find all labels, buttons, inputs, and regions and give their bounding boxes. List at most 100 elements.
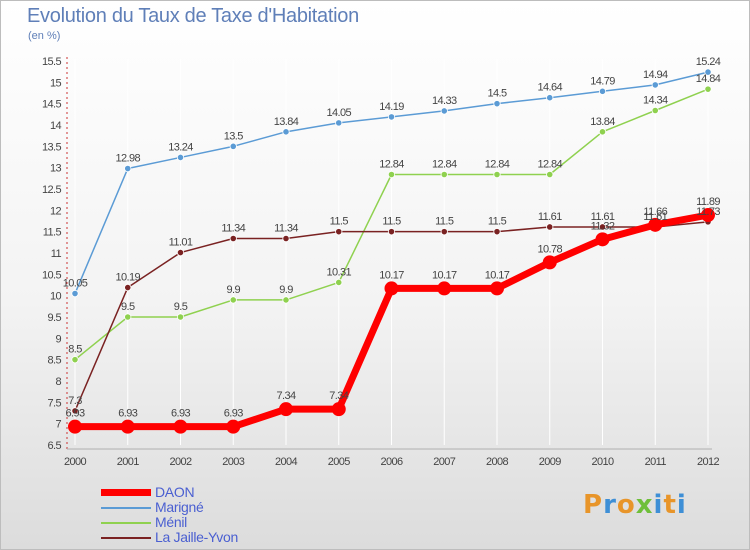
- y-tick-label: 6.5: [48, 440, 62, 452]
- data-label-la-jaille-yvon: 11.61: [538, 211, 562, 223]
- data-label-menil: 14.34: [643, 94, 668, 106]
- data-label-daon: 6.93: [118, 408, 137, 420]
- data-label-la-jaille-yvon: 11.5: [330, 216, 349, 228]
- logo-letter: P: [583, 490, 604, 520]
- data-point-marigne: [71, 289, 79, 298]
- y-tick-label: 13.5: [42, 141, 61, 153]
- data-point-la-jaille-yvon: [493, 228, 501, 236]
- data-label-marigne: 13.24: [168, 141, 193, 153]
- data-label-la-jaille-yvon: 11.5: [382, 216, 401, 228]
- data-label-marigne: 14.64: [537, 82, 562, 94]
- data-point-marigne: [229, 142, 237, 150]
- data-point-marigne: [335, 119, 343, 127]
- y-tick-label: 9.5: [48, 312, 62, 324]
- data-point-menil: [651, 106, 659, 115]
- data-label-daon: 10.17: [485, 269, 510, 281]
- legend-label-menil: Ménil: [155, 514, 187, 530]
- data-point-la-jaille-yvon: [71, 407, 79, 415]
- y-tick-label: 12.5: [42, 184, 61, 196]
- data-point-marigne: [493, 100, 501, 108]
- data-point-la-jaille-yvon: [440, 228, 448, 236]
- data-label-menil: 13.84: [590, 116, 615, 128]
- data-point-menil: [704, 85, 712, 93]
- legend-swatch-la-jaille-yvon: [101, 537, 151, 539]
- data-point-marigne: [651, 81, 659, 89]
- x-tick-label: 2008: [486, 456, 509, 468]
- y-tick-label: 9: [55, 333, 61, 345]
- data-point-marigne: [282, 128, 290, 136]
- chart-unit-label: (en %): [28, 30, 61, 42]
- data-label-menil: 12.84: [432, 158, 457, 170]
- data-point-daon: [490, 281, 504, 296]
- data-point-menil: [546, 170, 554, 179]
- data-point-menil: [335, 278, 343, 287]
- x-tick-label: 2001: [117, 456, 140, 468]
- data-label-marigne: 14.19: [379, 101, 404, 113]
- logo-letter: i: [676, 490, 687, 520]
- data-point-daon: [437, 281, 452, 296]
- logo-letter: x: [635, 490, 654, 520]
- logo-letter: r: [603, 490, 617, 520]
- y-tick-label: 15.5: [42, 56, 61, 68]
- data-label-menil: 9.9: [227, 284, 241, 296]
- data-label-daon: 10.17: [379, 269, 404, 281]
- data-label-daon: 11.32: [591, 220, 615, 232]
- data-label-daon: 6.93: [171, 408, 190, 420]
- data-label-la-jaille-yvon: 11.61: [591, 211, 615, 223]
- data-label-marigne: 14.33: [432, 95, 457, 107]
- x-tick-label: 2012: [697, 456, 720, 468]
- data-point-menil: [440, 170, 448, 179]
- data-label-daon: 10.17: [432, 269, 457, 281]
- data-label-marigne: 14.5: [487, 88, 506, 100]
- legend-swatch-menil: [101, 522, 151, 524]
- data-point-la-jaille-yvon: [598, 223, 607, 231]
- data-label-daon: 11.89: [696, 196, 720, 208]
- logo-letter: o: [616, 490, 636, 520]
- legend-label-la-jaille-yvon: La Jaille-Yvon: [155, 529, 238, 545]
- x-tick-label: 2002: [169, 456, 192, 468]
- y-tick-label: 7.5: [48, 397, 62, 409]
- x-tick-label: 2000: [64, 456, 87, 468]
- x-tick-label: 2011: [645, 456, 667, 468]
- data-point-marigne: [387, 113, 396, 121]
- data-point-marigne: [440, 107, 448, 115]
- data-point-daon: [226, 419, 241, 434]
- y-tick-label: 14.5: [42, 99, 61, 111]
- y-tick-label: 15: [50, 77, 62, 89]
- legend-label-daon: DAON: [155, 484, 195, 500]
- data-label-marigne: 14.79: [590, 75, 615, 87]
- data-point-marigne: [124, 164, 132, 173]
- y-tick-label: 8: [55, 376, 61, 388]
- x-tick-label: 2005: [328, 456, 351, 468]
- data-point-daon: [120, 419, 135, 434]
- y-tick-label: 7: [55, 419, 61, 431]
- y-tick-label: 12: [50, 205, 62, 217]
- logo-letter: t: [663, 490, 677, 520]
- data-label-menil: 10.31: [326, 266, 351, 278]
- data-label-marigne: 12.98: [115, 153, 140, 165]
- data-point-menil: [71, 356, 79, 364]
- data-label-menil: 8.5: [68, 344, 82, 356]
- data-label-marigne: 15.24: [696, 56, 721, 68]
- data-label-menil: 12.84: [379, 158, 404, 170]
- data-point-daon: [173, 419, 188, 434]
- data-point-daon: [701, 208, 715, 223]
- x-tick-label: 2003: [222, 456, 245, 468]
- x-tick-label: 2010: [591, 456, 614, 468]
- data-point-marigne: [176, 153, 185, 162]
- data-label-menil: 9.5: [121, 301, 135, 313]
- x-tick-label: 2009: [539, 456, 562, 468]
- x-tick-label: 2006: [380, 456, 403, 468]
- data-point-la-jaille-yvon: [335, 228, 343, 236]
- data-point-daon: [384, 281, 399, 296]
- data-label-la-jaille-yvon: 11.73: [696, 206, 720, 218]
- data-point-menil: [598, 128, 607, 136]
- data-point-menil: [124, 313, 132, 321]
- data-label-menil: 14.84: [696, 73, 721, 85]
- data-label-marigne: 14.05: [326, 107, 351, 119]
- data-point-marigne: [598, 87, 607, 95]
- data-point-menil: [387, 170, 396, 179]
- data-point-daon: [648, 217, 663, 232]
